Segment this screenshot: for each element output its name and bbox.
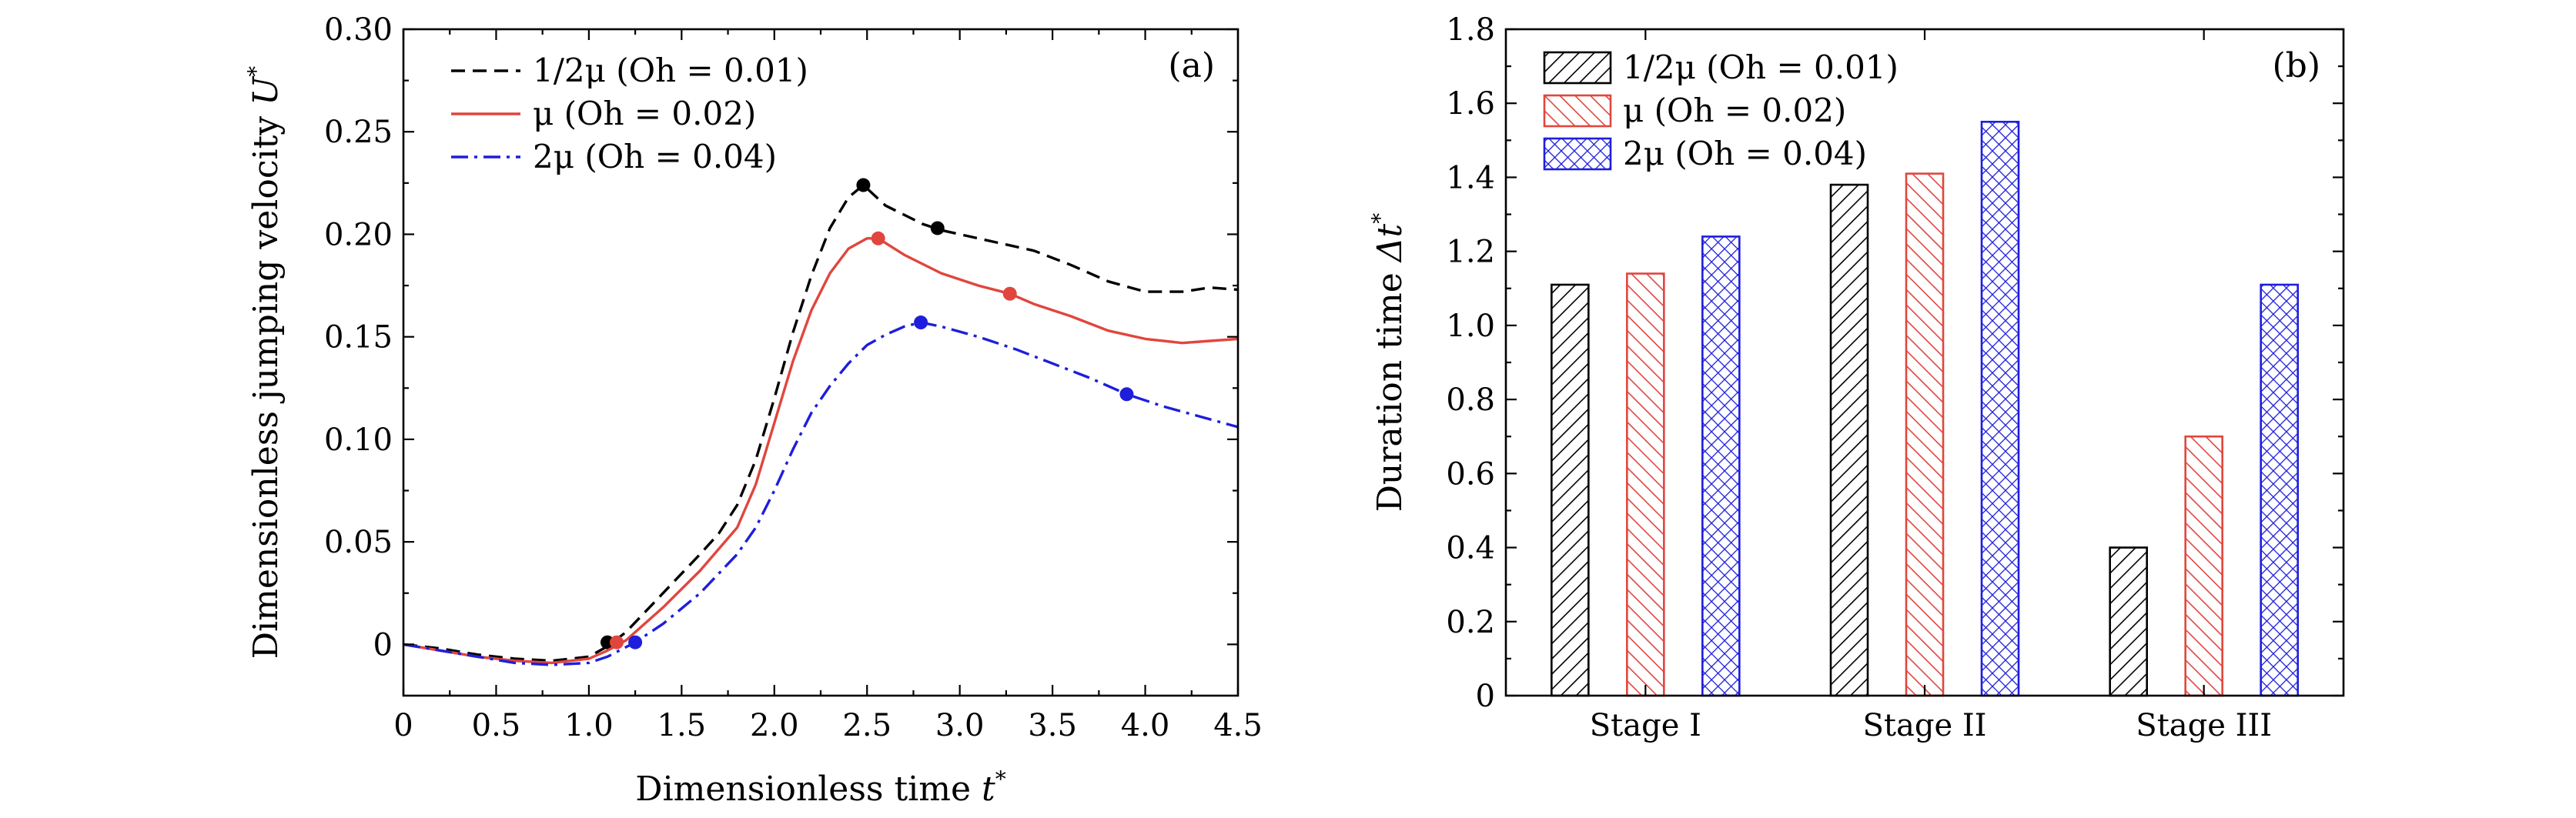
panel-a-series-2-marker-2	[1119, 387, 1134, 402]
panel-b-y-tick-label: 0	[1476, 679, 1495, 714]
panel-b-bar-0-1	[1626, 272, 1665, 697]
panel-a-y-axis-label-text: Dimensionless jumping velocity	[246, 116, 286, 659]
panel-b-bar-chart: (b) 1/2μ (Oh = 0.01) μ (Oh = 0.02) 2μ (Oh …	[1367, 12, 2345, 743]
panel-b-y-tick-label: 1.8	[1446, 12, 1495, 48]
panel-a-x-tick-label: 3.5	[1028, 708, 1077, 743]
panel-a-x-tick-label: 2.5	[842, 708, 892, 743]
panel-b-bar-2-2	[2260, 283, 2299, 697]
panel-a-frame	[402, 28, 1239, 697]
panel-b-legend-label-1: μ (Oh = 0.02)	[1623, 92, 1846, 129]
panel-a-x-tick-label: 1.5	[657, 708, 707, 743]
panel-a-x-tick-label: 0	[393, 708, 413, 743]
panel-a-series-0-marker-1	[856, 178, 871, 192]
panel-a-y-axis-label: Dimensionless jumping velocity U*	[243, 66, 286, 659]
panel-a-series-1-marker-2	[1002, 286, 1017, 301]
panel-b-category-label: Stage III	[2136, 708, 2272, 743]
panel-b-y-tick-label: 1.6	[1446, 86, 1495, 122]
panel-b-plot-area	[1551, 120, 2299, 697]
panel-a-plot-area	[403, 178, 1239, 666]
panel-b-legend-swatch-2	[1543, 137, 1612, 171]
panel-a-y-tick-label: 0.05	[324, 525, 393, 560]
panel-a-y-tick-label: 0.25	[324, 115, 393, 150]
panel-b-bar-2-0	[2109, 546, 2148, 697]
panel-a-y-tick-label: 0.30	[324, 12, 393, 48]
panel-b-category-label: Stage II	[1863, 708, 1987, 743]
panel-b-legend-label-2: 2μ (Oh = 0.04)	[1623, 135, 1867, 172]
panel-b-y-tick-label: 1.4	[1446, 160, 1495, 195]
panel-a-series-2-marker-0	[628, 635, 643, 649]
panel-a-x-axis-label: Dimensionless time t*	[635, 766, 1005, 809]
panel-b-category-label: Stage I	[1590, 708, 1701, 743]
panel-a-y-tick-label: 0	[373, 627, 393, 663]
panel-b-legend-swatch-0	[1543, 51, 1612, 85]
panel-a-series-1-marker-1	[871, 231, 885, 245]
panel-a-legend-label-2: 2μ (Oh = 0.04)	[533, 138, 777, 175]
panel-b-tag: (b)	[2273, 46, 2321, 85]
panel-b-bar-2-1	[2184, 435, 2223, 697]
panel-a-series-1-marker-0	[610, 635, 624, 649]
panel-a-y-axis-symbol: U	[246, 75, 286, 105]
panel-a-series-line-2	[403, 321, 1239, 666]
panel-a-x-tick-label: 1.0	[564, 708, 614, 743]
panel-b-y-tick-label: 0.8	[1446, 382, 1495, 418]
panel-b-y-tick-label: 1.2	[1446, 235, 1495, 270]
panel-b-legend-swatch-1	[1543, 94, 1612, 128]
panel-a-series-2-marker-1	[914, 316, 928, 330]
panel-a-series-0-marker-2	[930, 221, 945, 235]
panel-a-axes: 0 0.5 1.0 1.5 2.0 2.5 3.0 3.5 4.0 4.5 0 0.05 0.10 0.1…	[324, 12, 1263, 743]
panel-a-y-tick-label: 0.20	[324, 217, 393, 252]
panel-b-y-axis-label-text: Duration time	[1370, 272, 1410, 512]
panel-a-x-tick-label: 4.0	[1121, 708, 1170, 743]
panel-a-x-tick-label: 3.0	[935, 708, 985, 743]
panel-b-legend: 1/2μ (Oh = 0.01) μ (Oh = 0.02) 2μ (Oh = 0.…	[1543, 48, 1899, 172]
panel-a-x-tick-label: 4.5	[1213, 708, 1263, 743]
panel-a-y-tick-label: 0.15	[324, 320, 393, 356]
panel-b-bar-1-0	[1829, 183, 1869, 697]
panel-b-legend-label-0: 1/2μ (Oh = 0.01)	[1623, 48, 1899, 86]
panel-b-y-axis-symbol: Δt	[1370, 223, 1410, 263]
panel-a-y-tick-label: 0.10	[324, 422, 393, 458]
panel-a-series-line-1	[403, 237, 1239, 665]
panel-b-y-tick-label: 1.0	[1446, 309, 1495, 344]
panel-a-legend-label-0: 1/2μ (Oh = 0.01)	[533, 52, 808, 89]
panel-b-bar-1-2	[1980, 120, 2020, 697]
panel-b-axes: Stage I Stage II Stage III 0 0.2 0.4 0.6 0.8 1.0…	[1446, 12, 2345, 743]
panel-a-x-axis-label-text: Dimensionless time	[635, 770, 971, 809]
panel-b-y-tick-label: 0.6	[1446, 456, 1495, 492]
panel-a-x-axis-symbol: t	[982, 770, 995, 809]
panel-a-x-tick-label: 0.5	[472, 708, 521, 743]
panel-b-bar-1-1	[1905, 172, 1945, 697]
panel-b-y-axis-label: Duration time Δt*	[1367, 213, 1410, 512]
panel-a-series-line-0	[403, 183, 1239, 663]
panel-b-y-tick-label: 0.4	[1446, 531, 1495, 566]
panel-b-bar-0-2	[1701, 235, 1741, 697]
panel-b-bar-0-0	[1551, 283, 1590, 697]
panel-a-legend: 1/2μ (Oh = 0.01) μ (Oh = 0.02) 2μ (Oh = 0.…	[451, 52, 808, 175]
panel-b-y-tick-label: 0.2	[1446, 605, 1495, 640]
panel-a-tag: (a)	[1168, 46, 1215, 85]
panel-a-line-chart: (a) 1/2μ (Oh = 0.01) μ (Oh = 0.02) 2μ (Oh …	[243, 12, 1263, 809]
panel-a-x-tick-label: 2.0	[750, 708, 799, 743]
panel-a-legend-label-1: μ (Oh = 0.02)	[533, 95, 756, 132]
